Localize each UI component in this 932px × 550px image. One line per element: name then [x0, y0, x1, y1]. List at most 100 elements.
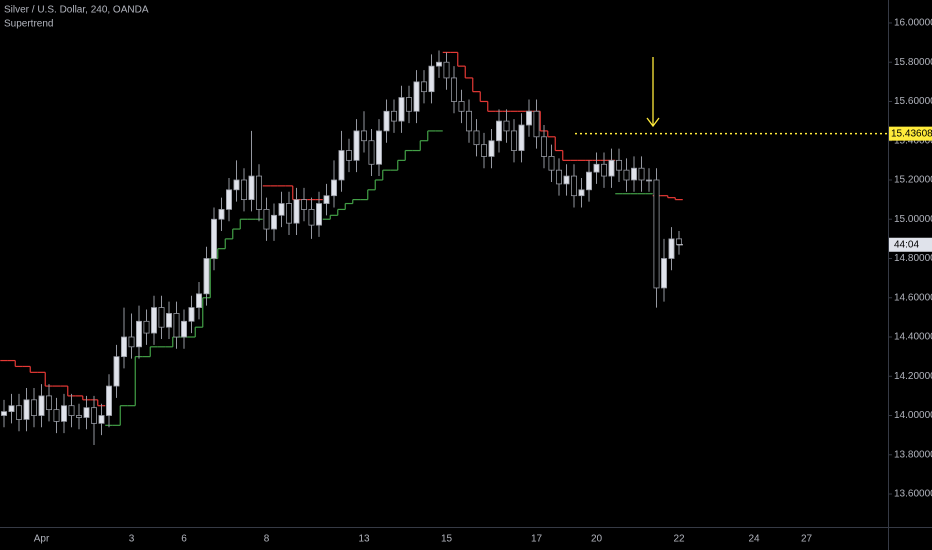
y-tick-label: 14.60000 — [894, 292, 932, 303]
y-tick-label: 15.80000 — [894, 57, 932, 68]
candle-body — [188, 307, 195, 322]
x-tick-label: 8 — [264, 534, 270, 545]
candle-body — [586, 171, 593, 191]
y-tick-label: 15.00000 — [894, 214, 932, 225]
candle-body — [428, 65, 435, 93]
candle-body — [83, 407, 90, 418]
candle-body — [503, 120, 510, 132]
level-label: 15.43608 — [891, 128, 932, 139]
candle-body — [413, 81, 420, 112]
candle-body — [8, 405, 15, 412]
candle-body — [180, 320, 187, 338]
level-label-box — [889, 126, 932, 141]
candle-body — [285, 203, 292, 224]
candle-body — [150, 307, 157, 334]
candle-body — [248, 175, 255, 201]
candle-body — [518, 124, 525, 151]
candle-body — [420, 81, 427, 93]
candle-body — [450, 77, 457, 102]
x-tick-label: 6 — [181, 534, 187, 545]
candle-body — [368, 140, 375, 165]
candle-body — [23, 399, 30, 420]
candle-body — [0, 411, 7, 416]
candle-body — [15, 405, 22, 420]
candle-body — [233, 179, 240, 191]
x-tick-label: Apr — [34, 534, 50, 545]
candle-body — [608, 159, 615, 177]
candle-body — [668, 238, 675, 259]
candle-body — [548, 156, 555, 171]
candle-body — [526, 110, 533, 126]
candle-body — [616, 159, 623, 171]
candle-body — [315, 203, 322, 226]
y-tick-label: 13.60000 — [894, 489, 932, 500]
candle-body — [653, 179, 660, 289]
candle-body — [578, 189, 585, 197]
x-tick-label: 24 — [748, 534, 760, 545]
candle-body — [98, 415, 105, 424]
countdown: 44:04 — [894, 239, 919, 250]
candle-body — [556, 169, 563, 185]
x-tick-label: 3 — [129, 534, 135, 545]
candle-body — [398, 97, 405, 122]
y-tick-label: 15.60000 — [894, 96, 932, 107]
candle-body — [480, 144, 487, 157]
candle-body — [646, 179, 653, 182]
candle-body — [173, 313, 180, 338]
candle-body — [165, 313, 172, 328]
candle-body — [676, 238, 683, 246]
countdown-box — [889, 237, 932, 252]
candle-body — [631, 167, 638, 181]
y-tick-label: 14.40000 — [894, 332, 932, 343]
candle-body — [638, 167, 645, 181]
candle-body — [533, 110, 540, 138]
x-tick-label: 15 — [441, 534, 453, 545]
candle-body — [593, 163, 600, 173]
candle-body — [495, 120, 502, 142]
candle-body — [240, 179, 247, 201]
candle-body — [270, 214, 277, 230]
candle-body — [623, 169, 630, 181]
chart-title: Silver / U.S. Dollar, 240, OANDA — [4, 5, 149, 16]
candle-body — [435, 61, 442, 67]
x-tick-label: 22 — [673, 534, 685, 545]
annotation-arrow — [646, 57, 660, 128]
y-tick-label: 14.00000 — [894, 410, 932, 421]
candle-body — [661, 258, 668, 289]
candle-body — [135, 320, 142, 348]
candle-body — [360, 130, 367, 142]
x-tick-label: 27 — [801, 534, 813, 545]
candle-body — [263, 209, 270, 230]
candle-body — [195, 293, 202, 308]
candle-body — [383, 110, 390, 132]
x-tick-label: 20 — [591, 534, 603, 545]
candle-body — [488, 140, 495, 157]
candle-body — [121, 336, 128, 358]
candle-body — [106, 385, 113, 416]
candle-body — [225, 189, 232, 210]
candle-body — [143, 320, 150, 334]
candle-body — [293, 199, 300, 224]
candle-body — [113, 356, 120, 387]
candle-body — [458, 101, 465, 112]
x-tick-label: 17 — [531, 534, 543, 545]
candle-body — [405, 97, 412, 112]
y-tick-label: 13.80000 — [894, 449, 932, 460]
candle-body — [203, 258, 210, 295]
candle-body — [91, 407, 98, 424]
y-tick-label: 15.20000 — [894, 175, 932, 186]
candle-body — [61, 405, 68, 422]
candle-body — [338, 150, 345, 181]
arrow-head — [646, 117, 660, 128]
candle-body — [601, 163, 608, 177]
candle-body — [210, 218, 217, 259]
candle-body — [443, 61, 450, 79]
candle-body — [278, 203, 285, 216]
y-tick-label: 14.80000 — [894, 253, 932, 264]
candle-body — [255, 175, 262, 210]
candle-body — [158, 307, 165, 328]
candle-body — [308, 209, 315, 226]
candle-body — [345, 150, 352, 161]
candle-body — [563, 175, 570, 185]
